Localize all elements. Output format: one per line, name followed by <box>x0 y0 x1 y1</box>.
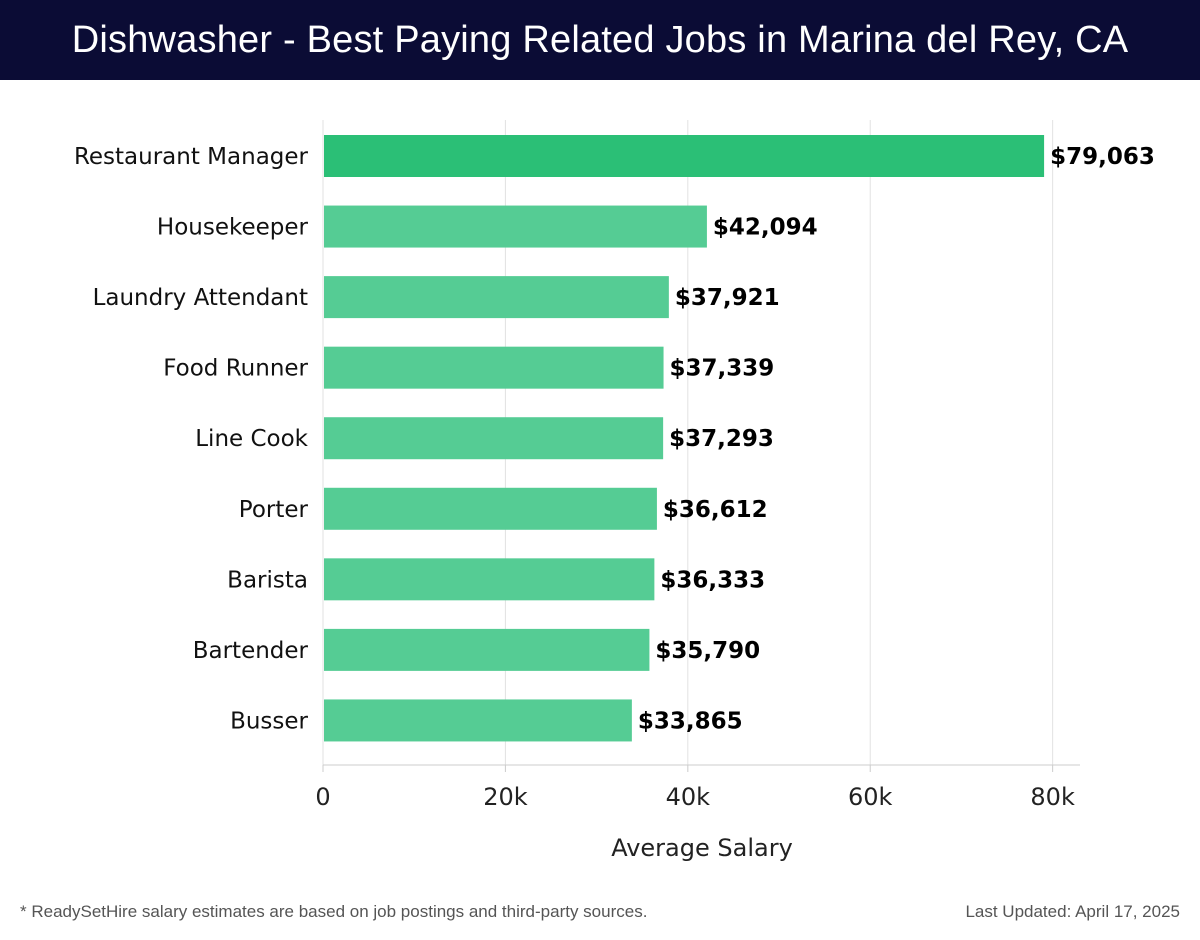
bars: Restaurant Manager $79,063 Housekeeper $42,… <box>74 135 1155 742</box>
category-label: Line Cook <box>195 426 308 452</box>
category-label: Housekeeper <box>157 215 309 241</box>
category-label: Food Runner <box>163 356 308 382</box>
category-label: Bartender <box>193 638 309 664</box>
x-tick-label: 20k <box>483 783 528 811</box>
bar <box>324 346 664 389</box>
x-axis: 0 20k 40k 60k 80k <box>315 764 1080 811</box>
bar <box>324 205 707 248</box>
page-title: Dishwasher - Best Paying Related Jobs in… <box>71 18 1129 61</box>
bar <box>324 699 632 742</box>
x-tick-label: 40k <box>666 783 711 811</box>
bar <box>324 628 650 671</box>
bar <box>324 417 664 460</box>
bar <box>324 276 669 319</box>
value-label: $33,865 <box>638 708 743 734</box>
bar <box>324 487 657 530</box>
category-label: Restaurant Manager <box>74 144 309 170</box>
value-label: $36,333 <box>660 567 765 593</box>
value-label: $37,339 <box>670 356 775 382</box>
category-label: Busser <box>230 708 308 734</box>
x-tick-label: 0 <box>315 783 330 811</box>
value-label: $36,612 <box>663 497 768 523</box>
value-label: $35,790 <box>655 638 760 664</box>
category-label: Laundry Attendant <box>93 285 308 311</box>
value-label: $37,921 <box>675 285 780 311</box>
x-tick-label: 80k <box>1030 783 1075 811</box>
category-label: Barista <box>227 567 308 593</box>
last-updated: Last Updated: April 17, 2025 <box>965 902 1180 922</box>
x-tick-label: 60k <box>848 783 893 811</box>
x-axis-title: Average Salary <box>611 834 793 862</box>
bar <box>324 558 655 601</box>
category-label: Porter <box>239 497 309 523</box>
value-label: $37,293 <box>669 426 774 452</box>
bar <box>324 135 1045 177</box>
value-label: $42,094 <box>713 215 818 241</box>
last-updated-label: Last Updated: <box>965 902 1072 921</box>
last-updated-date: April 17, 2025 <box>1075 902 1180 921</box>
title-bar: Dishwasher - Best Paying Related Jobs in… <box>0 0 1200 80</box>
value-label: $79,063 <box>1050 144 1155 170</box>
footer-note: * ReadySetHire salary estimates are base… <box>20 902 648 921</box>
bar-chart: Restaurant Manager $79,063 Housekeeper $42,… <box>74 120 1155 862</box>
